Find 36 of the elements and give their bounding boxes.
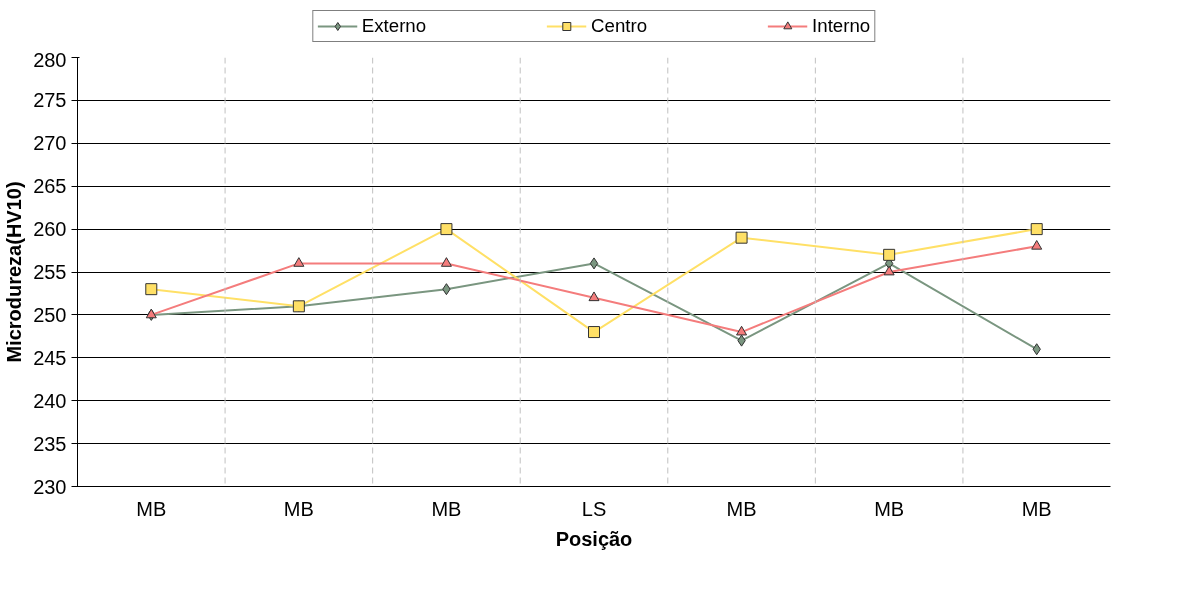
point (1031, 239, 1043, 250)
y-tick-label: 255 (33, 261, 67, 283)
y-tick-label: 250 (33, 303, 67, 326)
point (145, 283, 158, 296)
x-tick-label: LS (581, 497, 607, 520)
point (735, 231, 748, 244)
y-tick-label: 270 (33, 132, 67, 155)
point (293, 257, 305, 267)
point (883, 265, 895, 276)
x-tick-label: MB (874, 497, 905, 520)
point (440, 223, 453, 236)
y-tick-label: 240 (33, 389, 67, 412)
x-tick-label: MB (431, 497, 462, 520)
x-tick-label: MB (726, 497, 757, 520)
legend-label: Externo (361, 15, 427, 37)
y-tick-label: 230 (33, 475, 67, 498)
point (588, 291, 600, 302)
point (883, 248, 896, 261)
y-tick-label: 265 (33, 175, 67, 198)
y-axis-title: Microdureza(HV10) (3, 181, 26, 363)
x-tick-label: MB (283, 497, 314, 520)
y-tick-label: 275 (33, 89, 67, 112)
y-tick-label: 235 (33, 432, 67, 455)
legend-label: Centro (591, 15, 648, 37)
point (1030, 223, 1043, 236)
x-axis-title: Posição (555, 527, 633, 550)
x-tick-label: MB (136, 497, 167, 520)
point (736, 325, 748, 336)
y-tick-label: 280 (33, 48, 67, 71)
legend-label: Interno (812, 15, 871, 37)
point (588, 326, 600, 339)
y-tick-label: 260 (33, 218, 67, 241)
point (589, 257, 599, 270)
x-tick-label: MB (1021, 497, 1052, 520)
y-tick-label: 245 (33, 346, 67, 369)
point (440, 257, 452, 267)
